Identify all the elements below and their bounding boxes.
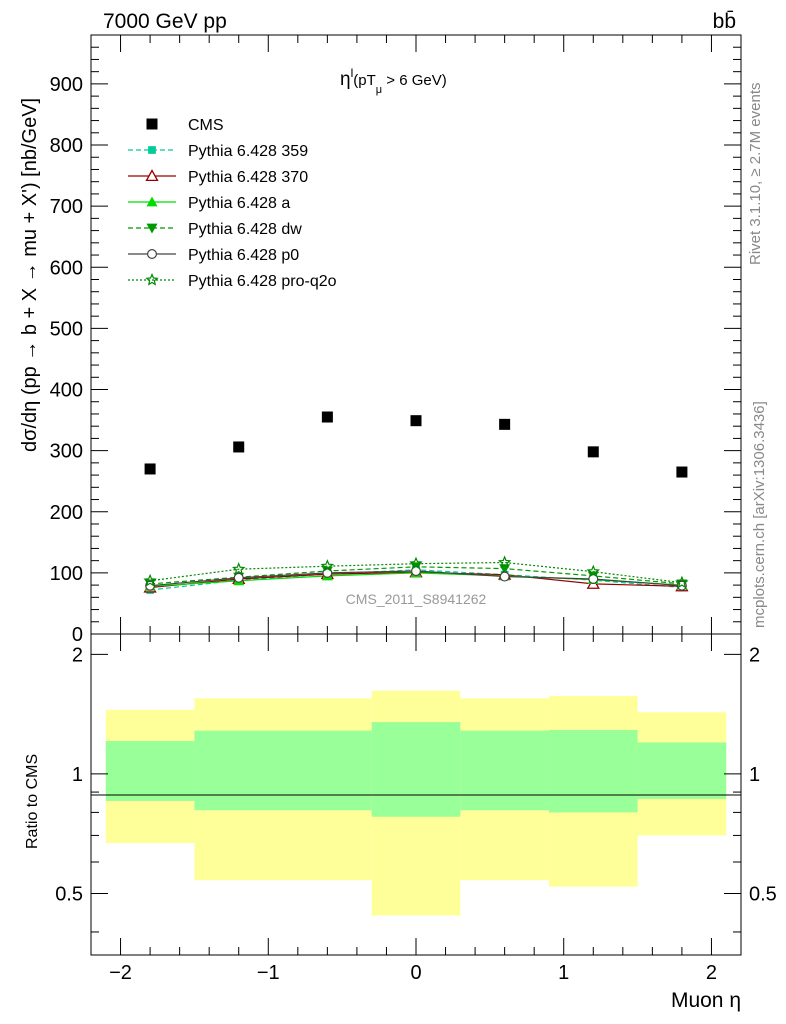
main-panel: 0 100 200 300 400 500 600 700 800 900 ηl(pTμ > 6 … (19, 34, 742, 646)
ratio-y-label: Ratio to CMS (24, 754, 41, 849)
x-tick-label: 2 (706, 962, 717, 984)
legend-label: CMS (188, 117, 224, 134)
data-point-cms (321, 411, 333, 423)
data-point-cms (410, 415, 422, 427)
data-point-pythia-6-428-pro-q2o (497, 555, 512, 569)
ratio-band-inner (460, 730, 549, 811)
legend-label: Pythia 6.428 359 (188, 143, 308, 160)
y-tick-label: 500 (50, 318, 83, 340)
y-tick-label: 0 (72, 624, 83, 646)
ratio-band-inner (105, 741, 195, 801)
x-axis: −2 −1 0 1 2 (90, 35, 742, 984)
data-point-pythia-6-428-pro-q2o (232, 562, 246, 575)
series-markers (143, 411, 689, 594)
y-tick-label: 800 (50, 135, 83, 157)
ratio-frame (90, 633, 742, 956)
y-tick-label: 600 (50, 257, 83, 279)
ratio-band-inner (548, 729, 638, 813)
data-point-cms (144, 463, 156, 475)
ratio-y-tick-label: 0.5 (55, 883, 83, 905)
y-tick-label: 400 (50, 380, 83, 402)
ratio-y-tick-label: 2 (72, 644, 83, 666)
ratio-band-inner (637, 742, 727, 799)
data-point-pythia-6-428-pro-q2o (675, 575, 689, 589)
data-point-cms (676, 466, 688, 478)
ratio-band-inner (194, 730, 372, 811)
title-sub: μ (376, 84, 382, 96)
legend-marker (146, 196, 158, 207)
x-tick-label: −2 (109, 962, 132, 984)
mcplots-label: mcplots.cern.ch [arXiv:1306.3436] (751, 401, 768, 628)
data-point-cms (233, 441, 245, 453)
ratio-bands (105, 690, 727, 916)
x-tick-label: 0 (410, 962, 421, 984)
process-label: bb̄ (713, 10, 736, 33)
y-tick-label: 300 (50, 441, 83, 463)
main-y-label: dσ/dη (pp → b + X → mu + X') [nb/GeV] (19, 98, 41, 452)
data-point-pythia-6-428-p0 (499, 571, 510, 582)
y-tick-label: 700 (50, 196, 83, 218)
x-tick-label: 1 (558, 962, 569, 984)
legend-label: Pythia 6.428 dw (188, 221, 302, 238)
data-point-cms (587, 446, 599, 458)
data-point-pythia-6-428-pro-q2o (586, 564, 601, 578)
title-sup: l (351, 66, 354, 80)
legend-marker (145, 169, 159, 182)
legend-label: Pythia 6.428 pro-q2o (188, 273, 337, 290)
ratio-y-axis: 0.5 0.5 1 1 2 2 (55, 644, 777, 933)
ratio-y-tick-label-right: 1 (749, 764, 760, 786)
y-tick-label: 200 (50, 502, 83, 524)
ratio-y-tick-label-right: 0.5 (749, 883, 777, 905)
ratio-band-inner (371, 722, 461, 817)
title-open: (pT (353, 72, 376, 89)
legend: CMS Pythia 6.428 359 Pythia 6.428 370 Pythi… (128, 117, 337, 290)
title-eta: η (340, 69, 351, 90)
legend-label: Pythia 6.428 p0 (188, 247, 299, 264)
legend-marker (147, 249, 158, 260)
data-point-pythia-6-428-pro-q2o (409, 556, 423, 570)
data-point-pythia-6-428-pro-q2o (320, 559, 335, 572)
legend-marker (145, 272, 159, 286)
data-point-pythia-6-428-pro-q2o (143, 573, 157, 587)
x-axis-label: Muon η (671, 989, 741, 1012)
ratio-y-tick-label-right: 2 (749, 644, 760, 666)
x-tick-label: −1 (257, 962, 280, 984)
y-tick-label: 100 (50, 563, 83, 585)
legend-label: Pythia 6.428 a (188, 195, 290, 212)
main-y-axis: 0 100 200 300 400 500 600 700 800 900 (50, 46, 741, 646)
y-tick-label: 900 (50, 74, 83, 96)
rivet-label: Rivet 3.1.10, ≥ 2.7M events (747, 83, 764, 266)
legend-marker (146, 223, 158, 234)
legend-marker (148, 146, 156, 154)
plot-title: ηl(pTμ > 6 GeV) (340, 66, 447, 96)
title-rest: > 6 GeV) (382, 72, 447, 89)
ratio-y-tick-label: 1 (72, 764, 83, 786)
data-point-cms (499, 418, 511, 430)
energy-label: 7000 GeV pp (103, 10, 227, 33)
ratio-panel: 0.5 0.5 1 1 2 2 −2 −1 0 1 2 Ratio to CMS Muon η (24, 35, 777, 1012)
legend-marker (146, 118, 158, 130)
watermark: CMS_2011_S8941262 (346, 591, 487, 607)
legend-label: Pythia 6.428 370 (188, 169, 308, 186)
data-point-pythia-6-428-p0 (233, 572, 244, 583)
